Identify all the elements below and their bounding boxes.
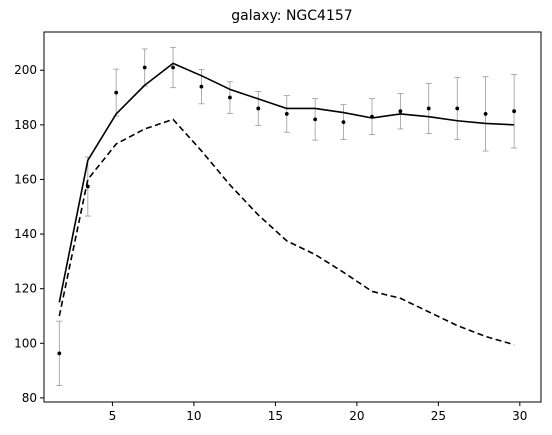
- y-tick-label: 160: [14, 172, 37, 186]
- data-point: [398, 109, 403, 114]
- y-tick-label: 120: [14, 282, 37, 296]
- data-point: [512, 109, 517, 114]
- data-point: [313, 117, 318, 122]
- x-tick-label: 15: [268, 409, 283, 423]
- data-point: [228, 95, 232, 100]
- y-tick-label: 180: [14, 118, 37, 132]
- chart-title: galaxy: NGC4157: [231, 8, 352, 24]
- y-tick-label: 140: [14, 227, 37, 241]
- dashed-series-line: [58, 118, 515, 346]
- x-tick-label: 5: [109, 409, 117, 423]
- x-tick-label: 25: [431, 409, 446, 423]
- solid-series-line: [58, 62, 515, 303]
- data-point: [199, 84, 204, 89]
- y-tick-label: 80: [22, 391, 37, 405]
- data-point: [57, 351, 62, 356]
- data-point: [455, 106, 460, 111]
- data-point: [483, 112, 488, 116]
- data-point: [426, 106, 431, 111]
- data-point: [341, 120, 346, 125]
- data-point: [284, 112, 289, 116]
- x-tick-label: 30: [512, 409, 527, 423]
- data-point: [142, 65, 147, 70]
- data-point: [256, 106, 261, 111]
- y-tick-label: 100: [14, 336, 37, 350]
- plot-frame: [43, 31, 542, 403]
- y-tick-label: 200: [14, 63, 37, 77]
- data-point: [114, 90, 119, 95]
- data-point: [171, 65, 175, 70]
- axes: 5 10 15 20 25 30 80 100 120 140 160 180 200: [14, 31, 542, 423]
- x-tick-label: 20: [349, 409, 364, 423]
- x-tick-label: 10: [186, 409, 201, 423]
- plot-area: [56, 46, 518, 387]
